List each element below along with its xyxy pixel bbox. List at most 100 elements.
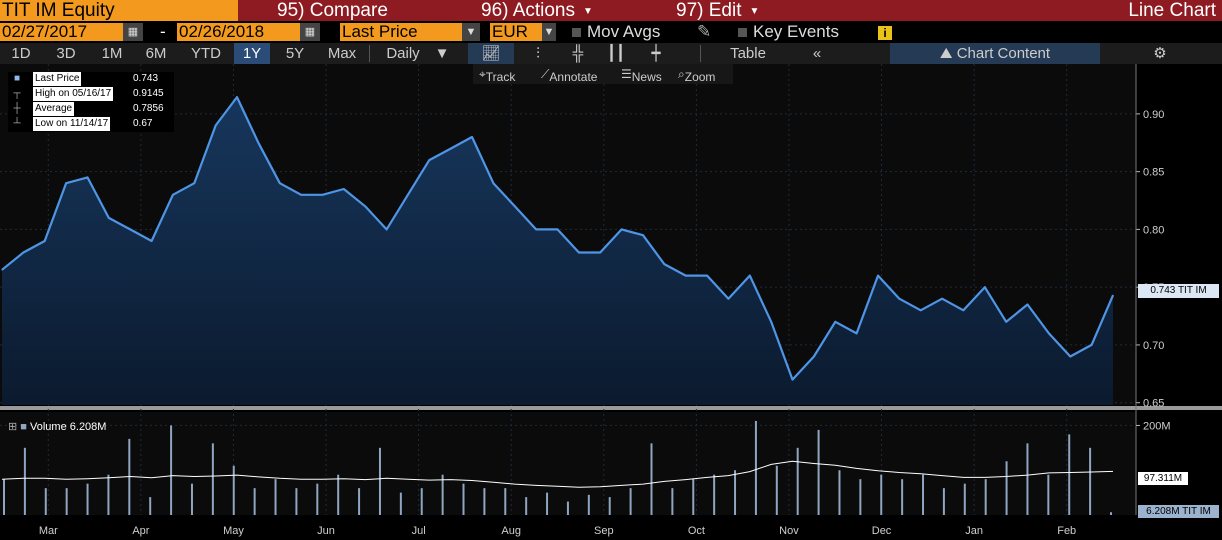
currency-select[interactable]: EUR bbox=[490, 23, 544, 41]
price-point bbox=[770, 321, 772, 323]
period-1m[interactable]: 1M bbox=[101, 45, 123, 62]
bar-chart-icon[interactable]: ⫶ bbox=[536, 45, 540, 62]
price-point bbox=[65, 182, 67, 184]
price-point bbox=[685, 275, 687, 277]
candle-chart-icon[interactable]: ╬ bbox=[572, 45, 584, 62]
period-1y[interactable]: 1Y bbox=[234, 43, 270, 64]
gear-icon[interactable]: ⚙ bbox=[1153, 45, 1167, 62]
price-point bbox=[471, 136, 473, 138]
price-point bbox=[44, 240, 46, 242]
chevron-down-icon[interactable]: ▼ bbox=[542, 23, 556, 41]
compare-menu[interactable]: 95) Compare bbox=[277, 0, 388, 21]
volume-bar bbox=[817, 429, 820, 515]
legend-value: 0.9145 bbox=[133, 88, 164, 99]
candle-chart-icon[interactable]: ┃┃ bbox=[606, 45, 626, 62]
price-point bbox=[385, 228, 388, 231]
price-point bbox=[321, 194, 324, 196]
price-point bbox=[514, 205, 516, 207]
expand-icon[interactable]: ⊞ bbox=[8, 421, 18, 433]
volume-bar bbox=[692, 479, 695, 515]
ohlc-chart-icon[interactable]: ┿ bbox=[651, 45, 661, 62]
volume-bar bbox=[984, 479, 987, 515]
pencil-icon[interactable]: ✎ bbox=[697, 22, 712, 41]
volume-bar bbox=[86, 483, 89, 515]
price-point bbox=[407, 194, 409, 196]
zoom-tool[interactable]: ⌕ Zoom bbox=[678, 67, 716, 84]
info-icon[interactable]: i bbox=[878, 23, 892, 41]
key-events-toggle[interactable]: Key Events bbox=[738, 23, 839, 41]
volume-bar bbox=[922, 474, 925, 515]
mov-avgs-label: Mov Avgs bbox=[587, 22, 661, 41]
period-ytd[interactable]: YTD bbox=[191, 45, 221, 62]
volume-bar bbox=[525, 497, 528, 515]
volume-bar bbox=[838, 470, 841, 515]
end-date-input[interactable]: 02/26/2018 bbox=[177, 23, 300, 41]
volume-bar bbox=[274, 479, 277, 515]
date-toolbar: 02/27/2017 ▦ - 02/26/2018 ▦ Last Price ▼… bbox=[0, 22, 1222, 42]
price-point bbox=[215, 124, 217, 127]
volume-bar bbox=[232, 465, 235, 515]
chart-content-icon: ⛰︎ bbox=[939, 45, 957, 62]
volume-bar bbox=[1089, 447, 1092, 515]
volume-bar bbox=[942, 488, 945, 515]
x-tick-label: Mar bbox=[39, 525, 58, 537]
volume-bar bbox=[963, 483, 966, 515]
mov-avgs-toggle[interactable]: Mov Avgs bbox=[572, 23, 660, 41]
x-tick-label: Sep bbox=[594, 525, 614, 537]
volume-bar bbox=[796, 447, 799, 515]
volume-bar bbox=[671, 488, 674, 515]
volume-bar bbox=[149, 497, 152, 515]
price-point bbox=[813, 355, 815, 358]
x-tick-label: May bbox=[223, 525, 244, 537]
legend-swatch-icon: ■ bbox=[13, 73, 21, 84]
period-max[interactable]: Max bbox=[327, 45, 357, 62]
table-button[interactable]: Table bbox=[730, 45, 766, 62]
volume-bar bbox=[775, 465, 778, 515]
edit-menu[interactable]: 97) Edit ▼ bbox=[676, 0, 759, 21]
annotate-tool[interactable]: ⟋ Annotate bbox=[541, 67, 598, 84]
price-point bbox=[108, 217, 110, 219]
price-legend: ■ Last Price 0.743 ┬ High on 05/16/17 0.… bbox=[8, 72, 174, 132]
chevron-down-icon[interactable]: ▼ bbox=[462, 23, 480, 41]
volume-bar bbox=[462, 483, 465, 515]
calendar-icon[interactable]: ▦ bbox=[300, 23, 320, 41]
edit-label: 97) Edit bbox=[676, 0, 742, 21]
ticker-field[interactable]: TIT IM Equity bbox=[0, 0, 238, 21]
field-select[interactable]: Last Price bbox=[340, 23, 464, 41]
y-tick-label: 0.70 bbox=[1143, 340, 1164, 352]
price-point bbox=[599, 251, 601, 254]
legend-value: 0.743 bbox=[133, 73, 159, 84]
volume-bar bbox=[420, 488, 423, 515]
frequency-select[interactable]: Daily bbox=[386, 45, 420, 62]
price-point bbox=[193, 182, 195, 184]
collapse-icon[interactable]: « bbox=[812, 45, 822, 62]
start-date-input[interactable]: 02/27/2017 bbox=[0, 23, 123, 41]
volume-bar bbox=[337, 474, 340, 515]
period-3d[interactable]: 3D bbox=[56, 45, 76, 62]
news-tool[interactable]: ☰ News bbox=[621, 67, 662, 84]
high-marker-icon: ┬ bbox=[13, 88, 21, 99]
calendar-icon[interactable]: ▦ bbox=[123, 23, 143, 41]
annotate-label: Annotate bbox=[549, 70, 598, 84]
volume-bar bbox=[316, 483, 319, 515]
volume-bar bbox=[190, 483, 193, 515]
chart-content-button[interactable]: ⛰︎ Chart Content bbox=[890, 43, 1100, 64]
price-point bbox=[856, 332, 858, 334]
price-point bbox=[1005, 321, 1007, 323]
period-6m[interactable]: 6M bbox=[145, 45, 167, 62]
volume-panel bbox=[0, 412, 1136, 515]
period-1d[interactable]: 1D bbox=[11, 45, 31, 62]
price-area bbox=[2, 97, 1113, 405]
panel-divider bbox=[0, 406, 1222, 410]
volume-bar bbox=[1026, 443, 1029, 515]
price-point bbox=[834, 321, 836, 323]
chevron-down-icon[interactable]: ▼ bbox=[434, 45, 450, 62]
price-point bbox=[150, 240, 153, 242]
period-5y[interactable]: 5Y bbox=[285, 45, 305, 62]
actions-menu[interactable]: 96) Actions ▼ bbox=[481, 0, 593, 21]
track-tool[interactable]: ⌖ Track bbox=[479, 67, 516, 84]
price-point bbox=[236, 96, 238, 98]
line-chart-icon[interactable]: 📈︎ bbox=[468, 43, 514, 64]
volume-bar bbox=[566, 501, 569, 515]
